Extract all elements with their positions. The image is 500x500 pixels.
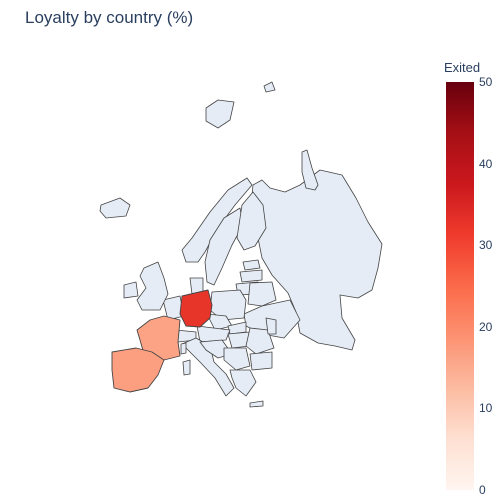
country-romania: [245, 327, 275, 355]
country-latvia: [239, 269, 263, 283]
country-crete: [249, 400, 264, 408]
country-serbia-bosnia: [223, 347, 251, 371]
country-novaya-zemlya: [301, 149, 319, 191]
country-iceland: [99, 197, 131, 219]
colorbar: [446, 82, 474, 490]
colorbar-tick-label: 0: [479, 483, 486, 497]
data-countries: [111, 289, 213, 393]
country-bulgaria: [249, 351, 273, 371]
country-spain[interactable]: [111, 347, 165, 393]
colorbar-tick-label: 30: [479, 238, 493, 253]
chart-title: Loyalty by country (%): [25, 8, 194, 27]
country-finland: [236, 191, 267, 251]
colorbar-title: Exited: [444, 60, 481, 75]
colorbar-tick-label: 50: [479, 75, 493, 89]
country-austria: [196, 325, 231, 343]
country-belarus: [247, 281, 277, 307]
colorbar-tick-label: 10: [479, 401, 493, 416]
colorbar-tick-label: 40: [479, 156, 493, 171]
base-countries: [99, 81, 383, 408]
country-germany[interactable]: [179, 289, 213, 328]
country-greece: [229, 369, 257, 397]
country-uk: [136, 261, 169, 311]
country-france[interactable]: [136, 315, 181, 361]
country-corsica: [180, 342, 187, 355]
country-franz-josef: [263, 81, 276, 93]
country-moldova: [265, 317, 277, 335]
country-svalbard: [205, 99, 235, 129]
country-estonia: [242, 259, 261, 271]
country-ireland: [123, 281, 139, 299]
colorbar-tick-label: 20: [479, 319, 493, 334]
country-sardinia: [182, 359, 191, 376]
